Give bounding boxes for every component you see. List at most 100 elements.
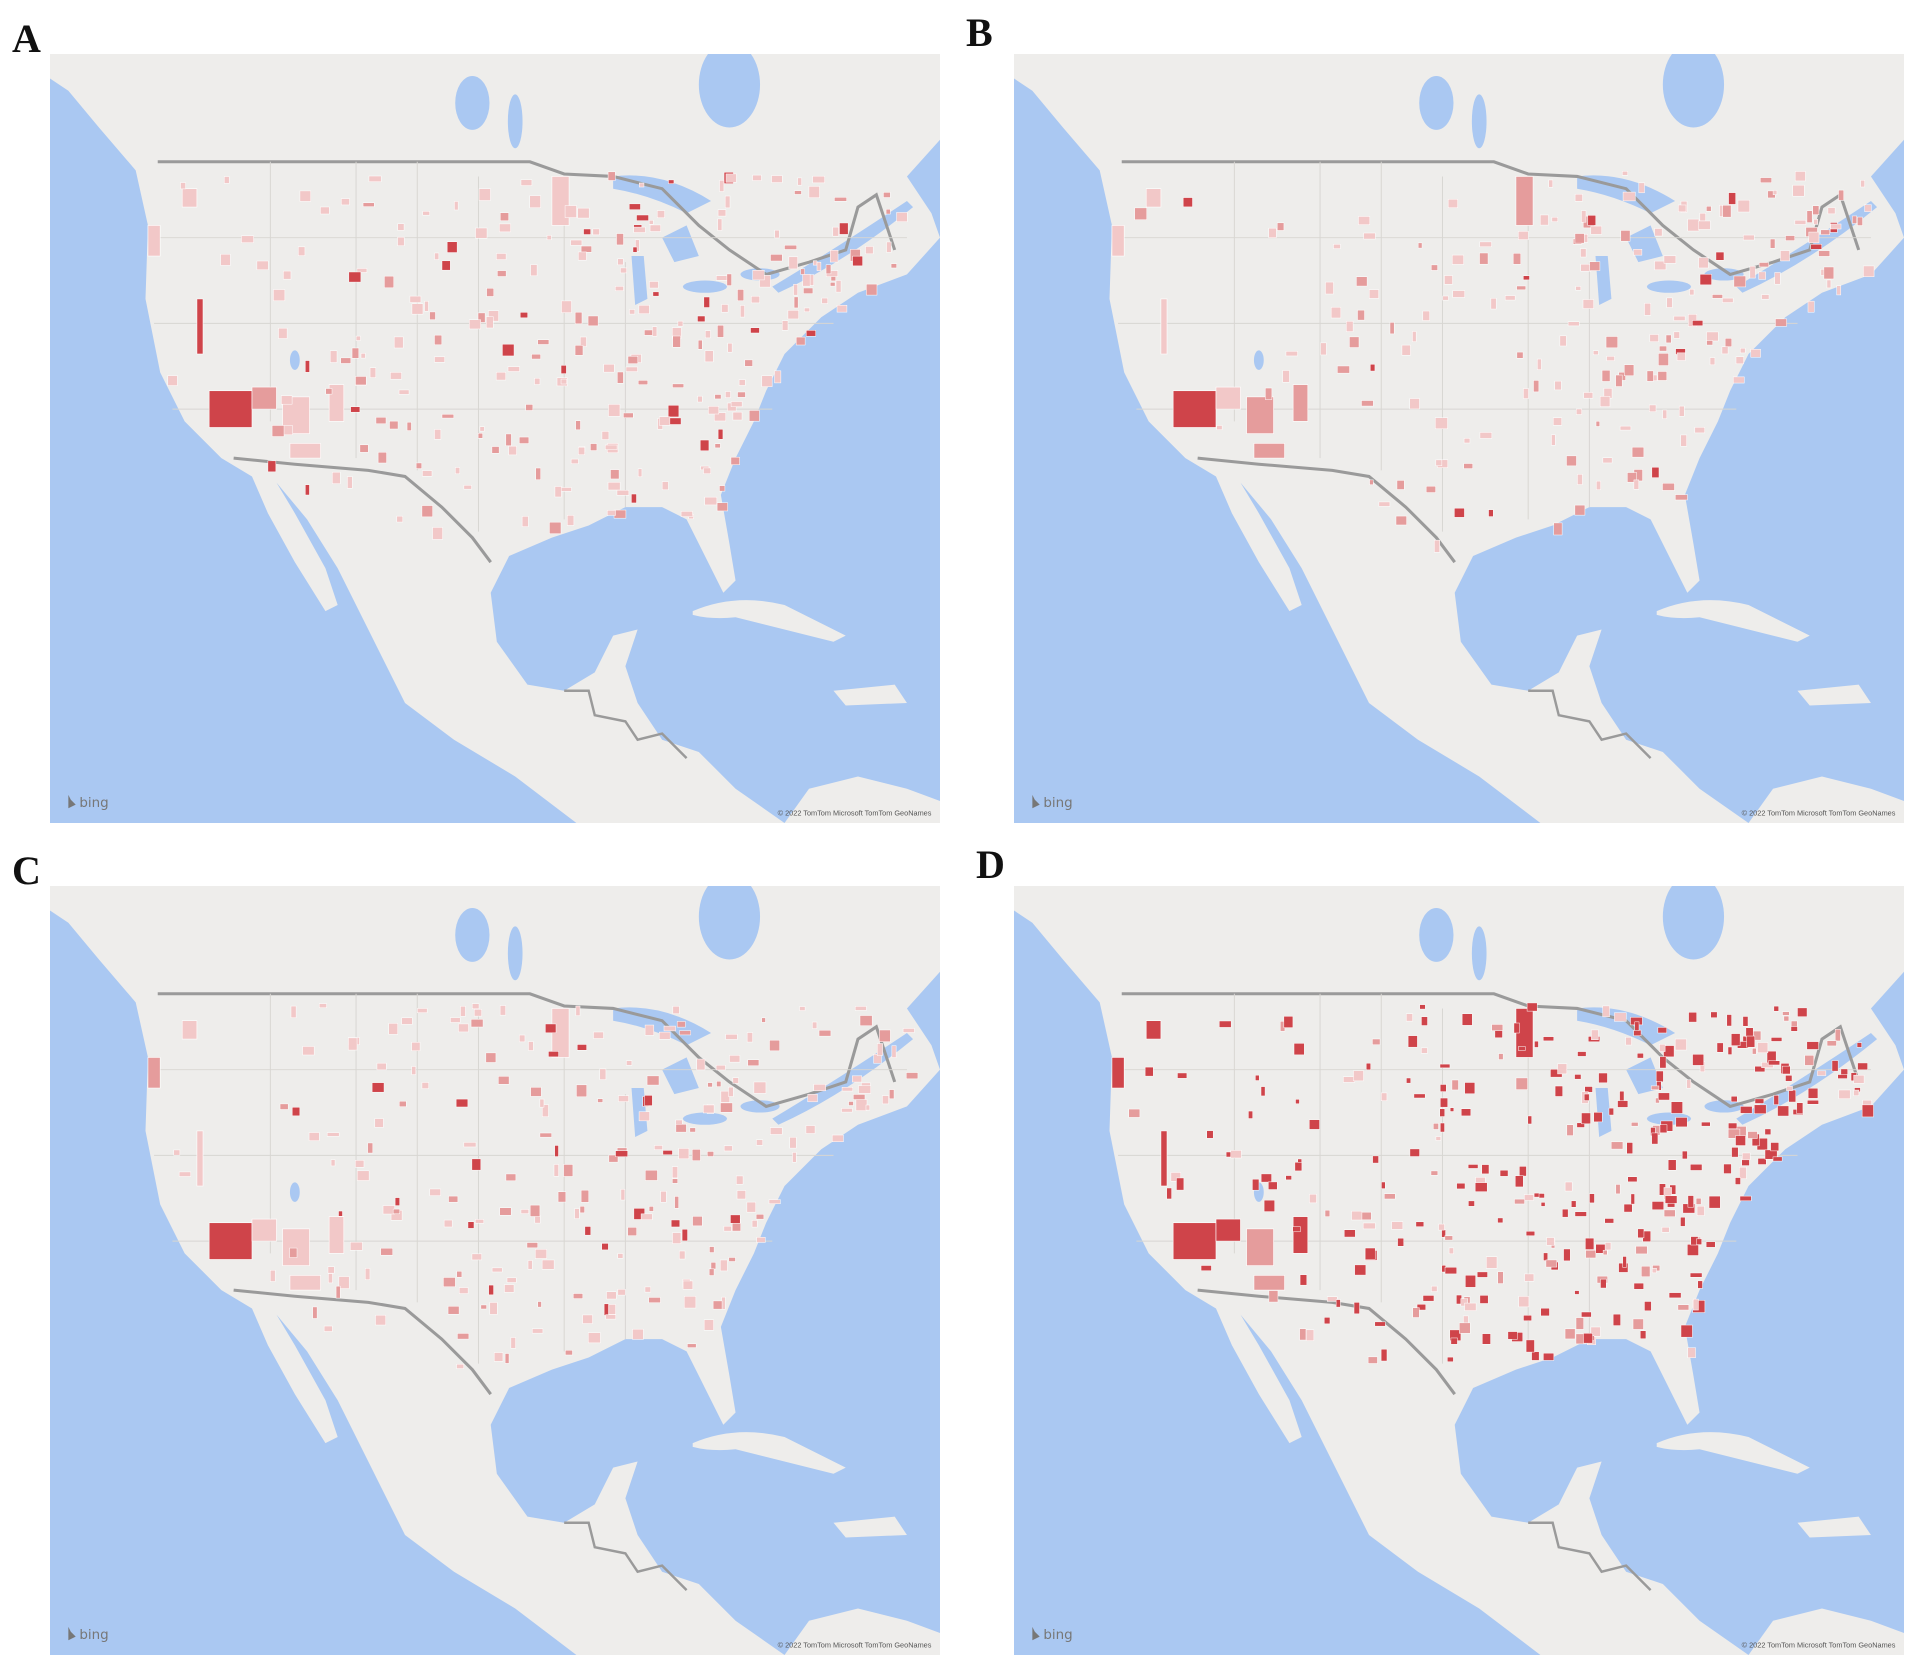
county (720, 1090, 730, 1103)
county (1160, 298, 1168, 355)
county (1246, 1228, 1274, 1266)
county (532, 1328, 544, 1334)
county (751, 1220, 758, 1228)
county (1365, 1062, 1371, 1071)
county (1831, 1060, 1839, 1072)
county (1545, 1259, 1558, 1268)
county (1571, 1200, 1577, 1208)
county (1837, 1074, 1848, 1079)
basemap (50, 42, 940, 823)
county (793, 296, 799, 309)
county (1604, 1242, 1612, 1251)
county (302, 1046, 315, 1056)
county (1864, 204, 1872, 212)
county (1727, 1128, 1741, 1139)
county (1699, 212, 1706, 222)
county (1654, 260, 1667, 271)
county (1391, 1221, 1404, 1230)
county (1416, 1304, 1427, 1311)
county (659, 1031, 671, 1040)
county (394, 1197, 400, 1206)
county (1516, 285, 1527, 291)
county (1687, 218, 1700, 232)
county (499, 1207, 512, 1216)
county (858, 1085, 871, 1094)
county (1309, 1119, 1320, 1130)
county (1634, 1021, 1640, 1031)
county (390, 372, 402, 380)
county (1662, 409, 1668, 419)
county (1581, 1311, 1592, 1318)
county (738, 379, 746, 386)
county (521, 516, 529, 527)
county (479, 426, 485, 432)
county (1722, 204, 1732, 218)
county (1657, 371, 1668, 381)
county (1670, 1101, 1683, 1114)
county (1413, 1093, 1426, 1099)
county (855, 1099, 868, 1111)
county (1659, 1124, 1668, 1134)
county (443, 1219, 453, 1228)
county (330, 1159, 336, 1167)
county (1687, 1244, 1699, 1256)
county (636, 214, 649, 221)
county (355, 376, 367, 386)
county (1724, 338, 1733, 347)
county (1774, 272, 1781, 285)
county (1422, 310, 1430, 321)
county (588, 1332, 601, 1344)
county (638, 182, 645, 188)
county (1750, 349, 1761, 358)
county (616, 489, 630, 496)
county (1769, 238, 1776, 249)
county (499, 223, 511, 233)
panel-label: A (12, 16, 41, 61)
county (1638, 182, 1645, 194)
county (1464, 1082, 1476, 1094)
county (1337, 365, 1350, 374)
county (1651, 1268, 1657, 1274)
county (1406, 1013, 1413, 1022)
county (1626, 1142, 1633, 1154)
county (291, 1107, 301, 1117)
county (703, 296, 710, 308)
county (668, 179, 675, 184)
county (841, 1108, 853, 1113)
county (326, 1132, 340, 1137)
county (1699, 274, 1712, 286)
county (1853, 1089, 1860, 1096)
county (471, 1158, 482, 1171)
county (620, 267, 627, 274)
county (627, 355, 639, 364)
county (1689, 288, 1695, 296)
county (1583, 1333, 1593, 1344)
basemap (1014, 874, 1904, 1655)
county (1451, 1079, 1459, 1091)
county (1627, 472, 1637, 483)
county (691, 1149, 701, 1161)
county (341, 198, 350, 206)
county (1215, 386, 1241, 410)
county (1384, 1193, 1396, 1200)
county (290, 1005, 297, 1018)
county (1863, 265, 1875, 277)
county (704, 496, 718, 506)
county (389, 420, 399, 430)
county (1524, 1273, 1535, 1282)
county (1676, 352, 1686, 361)
county (1172, 390, 1217, 428)
county (1516, 351, 1524, 359)
county (829, 249, 839, 263)
county (1637, 1228, 1645, 1239)
county (719, 485, 726, 492)
county (1826, 1040, 1837, 1047)
county (1678, 405, 1685, 417)
county (1527, 1115, 1532, 1125)
county (530, 264, 538, 277)
county (852, 255, 863, 267)
county (1440, 1097, 1448, 1108)
county (1604, 1218, 1615, 1224)
county (1294, 1161, 1303, 1172)
county (1595, 420, 1600, 427)
